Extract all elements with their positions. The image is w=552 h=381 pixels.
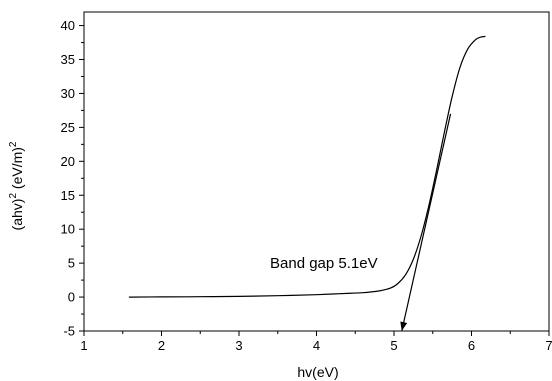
plot-frame (83, 11, 550, 332)
y-tick-label: 35 (61, 52, 75, 67)
tangent-arrowhead (400, 321, 408, 331)
x-axis-ticks: 1 2 3 4 5 6 7 (80, 331, 552, 353)
y-axis-label-mid: (eV/m) (9, 147, 25, 193)
y-tick-label: 10 (61, 222, 75, 237)
x-tick-label: 6 (468, 338, 475, 353)
x-tick-label: 2 (158, 338, 165, 353)
y-axis-label-base: (ahv) (9, 199, 25, 231)
y-tick-label: 30 (61, 86, 75, 101)
y-axis-label-sup2: 2 (8, 141, 19, 147)
y-axis-ticks: -5 0 5 10 15 20 25 30 35 40 (61, 18, 84, 339)
y-tick-label: 5 (68, 256, 75, 271)
x-tick-label: 7 (545, 338, 552, 353)
x-tick-label: 1 (80, 338, 87, 353)
y-tick-label: 20 (61, 154, 75, 169)
tangent-line (401, 113, 452, 332)
series-layer (128, 35, 486, 332)
x-tick-label: 4 (313, 338, 320, 353)
x-axis-label: hv(eV) (297, 364, 338, 380)
y-tick-label: 15 (61, 188, 75, 203)
y-axis-label: (ahv)2 (eV/m)2 (8, 141, 25, 230)
absorption-curve (128, 35, 486, 298)
y-tick-label: 0 (68, 290, 75, 305)
plot-area (83, 11, 550, 332)
y-tick-label: 40 (61, 18, 75, 33)
x-tick-label: 5 (390, 338, 397, 353)
y-tick-label: 25 (61, 120, 75, 135)
band-gap-annotation: Band gap 5.1eV (270, 255, 378, 272)
x-tick-label: 3 (235, 338, 242, 353)
y-axis-label-sup1: 2 (8, 193, 19, 199)
y-tick-label: -5 (63, 324, 75, 339)
